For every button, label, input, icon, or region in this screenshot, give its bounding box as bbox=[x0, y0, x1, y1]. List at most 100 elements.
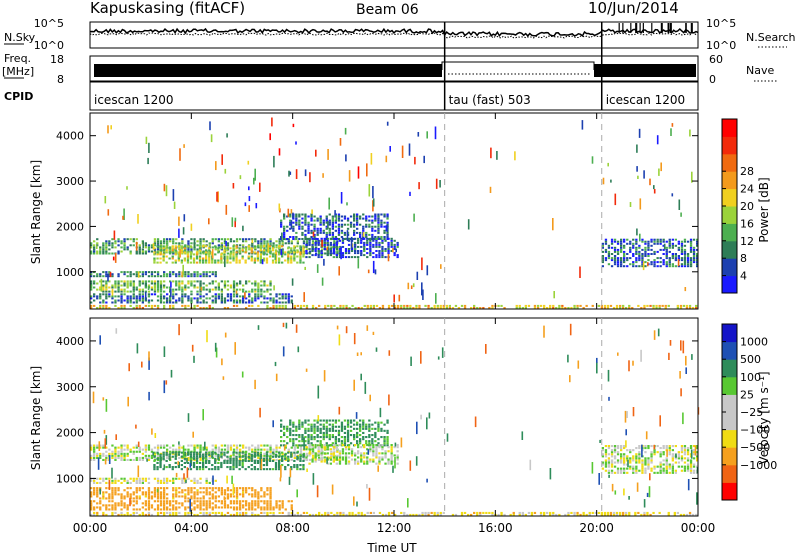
heatmap-cell bbox=[576, 307, 579, 309]
heatmap-cell bbox=[105, 446, 108, 449]
heatmap-cell bbox=[623, 244, 626, 247]
heatmap-cell bbox=[256, 451, 259, 454]
heatmap-cell bbox=[346, 419, 350, 422]
heatmap-cell bbox=[366, 458, 369, 461]
heatmap-cell bbox=[153, 288, 157, 291]
heatmap-cell bbox=[331, 427, 334, 430]
heatmap-cell bbox=[372, 256, 375, 259]
heatmap-cell bbox=[114, 487, 117, 490]
heatmap-cell bbox=[187, 458, 190, 461]
heatmap-cell bbox=[307, 221, 310, 224]
scatter-cell bbox=[684, 287, 687, 292]
heatmap-cell bbox=[156, 240, 160, 243]
heatmap-cell bbox=[135, 500, 138, 503]
heatmap-cell bbox=[354, 458, 357, 461]
heatmap-cell bbox=[674, 257, 677, 260]
heatmap-cell bbox=[172, 489, 175, 492]
y-tick-label: 1000 bbox=[56, 266, 84, 279]
heatmap-cell bbox=[135, 491, 138, 494]
heatmap-cell bbox=[211, 261, 214, 264]
heatmap-cell bbox=[242, 504, 245, 507]
heatmap-cell bbox=[680, 263, 684, 266]
heatmap-cell bbox=[229, 466, 232, 469]
heatmap-cell bbox=[616, 242, 620, 245]
heatmap-cell bbox=[117, 275, 120, 278]
heatmap-cell bbox=[183, 245, 186, 248]
heatmap-cell bbox=[159, 464, 162, 467]
heatmap-cell bbox=[156, 304, 160, 307]
heatmap-cell bbox=[341, 456, 345, 459]
heatmap-cell bbox=[175, 511, 178, 514]
heatmap-cell bbox=[199, 307, 202, 309]
heatmap-cell bbox=[616, 447, 620, 450]
heatmap-cell bbox=[163, 304, 166, 307]
heatmap-cell bbox=[135, 295, 138, 298]
heatmap-cell bbox=[287, 299, 290, 302]
heatmap-cell bbox=[259, 245, 262, 248]
heatmap-cell bbox=[386, 215, 389, 218]
heatmap-cell bbox=[184, 500, 187, 503]
heatmap-cell bbox=[676, 307, 679, 309]
heatmap-cell bbox=[181, 280, 184, 283]
heatmap-cell bbox=[689, 467, 693, 470]
heatmap-cell bbox=[208, 261, 211, 264]
heatmap-cell bbox=[319, 440, 322, 443]
heatmap-cell bbox=[656, 465, 659, 468]
scatter-cell bbox=[260, 458, 263, 470]
heatmap-cell bbox=[302, 251, 305, 254]
heatmap-cell bbox=[156, 481, 160, 484]
heatmap-cell bbox=[174, 249, 177, 252]
scatter-cell bbox=[410, 285, 413, 289]
heatmap-cell bbox=[126, 446, 129, 449]
heatmap-cell bbox=[168, 251, 171, 254]
scatter-cell bbox=[339, 138, 342, 146]
heatmap-cell bbox=[265, 453, 269, 456]
y-tick-label: 4000 bbox=[56, 130, 84, 143]
heatmap-cell bbox=[220, 466, 223, 469]
heatmap-cell bbox=[683, 445, 687, 448]
heatmap-cell bbox=[644, 467, 647, 470]
heatmap-cell bbox=[659, 467, 662, 470]
heatmap-cell bbox=[305, 237, 308, 240]
heatmap-cell bbox=[232, 513, 236, 516]
heatmap-cell bbox=[163, 250, 166, 253]
heatmap-cell bbox=[396, 458, 399, 461]
heatmap-cell bbox=[659, 453, 662, 456]
heatmap-cell bbox=[329, 254, 332, 257]
heatmap-cell bbox=[254, 280, 257, 283]
heatmap-cell bbox=[253, 468, 256, 471]
heatmap-cell bbox=[108, 477, 111, 480]
heatmap-cell bbox=[641, 265, 644, 268]
heatmap-cell bbox=[283, 227, 286, 230]
heatmap-cell bbox=[198, 455, 202, 458]
heatmap-cell bbox=[329, 448, 332, 451]
heatmap-cell bbox=[223, 280, 227, 283]
heatmap-cell bbox=[641, 253, 644, 255]
scatter-cell bbox=[423, 155, 425, 164]
heatmap-cell bbox=[381, 307, 385, 309]
heatmap-cell bbox=[597, 511, 600, 514]
heatmap-cell bbox=[214, 487, 217, 490]
heatmap-cell bbox=[359, 217, 362, 220]
heatmap-cell bbox=[346, 227, 350, 230]
scatter-cell bbox=[321, 277, 324, 286]
heatmap-cell bbox=[135, 487, 138, 490]
heatmap-cell bbox=[114, 446, 117, 449]
heatmap-cell bbox=[620, 459, 623, 462]
heatmap-cell bbox=[226, 255, 229, 258]
heatmap-cell bbox=[601, 244, 604, 247]
heatmap-cell bbox=[263, 301, 266, 304]
heatmap-cell bbox=[662, 467, 665, 470]
colorbar-tick-label: 16 bbox=[740, 217, 754, 230]
heatmap-cell bbox=[629, 451, 632, 454]
heatmap-cell bbox=[383, 438, 386, 441]
heatmap-cell bbox=[635, 459, 638, 462]
scatter-cell bbox=[295, 324, 298, 333]
heatmap-cell bbox=[610, 265, 614, 268]
heatmap-cell bbox=[220, 502, 223, 505]
heatmap-cell bbox=[162, 468, 165, 471]
heatmap-cell bbox=[202, 504, 205, 507]
heatmap-cell bbox=[93, 248, 96, 251]
heatmap-cell bbox=[629, 263, 632, 266]
heatmap-cell bbox=[281, 301, 284, 304]
